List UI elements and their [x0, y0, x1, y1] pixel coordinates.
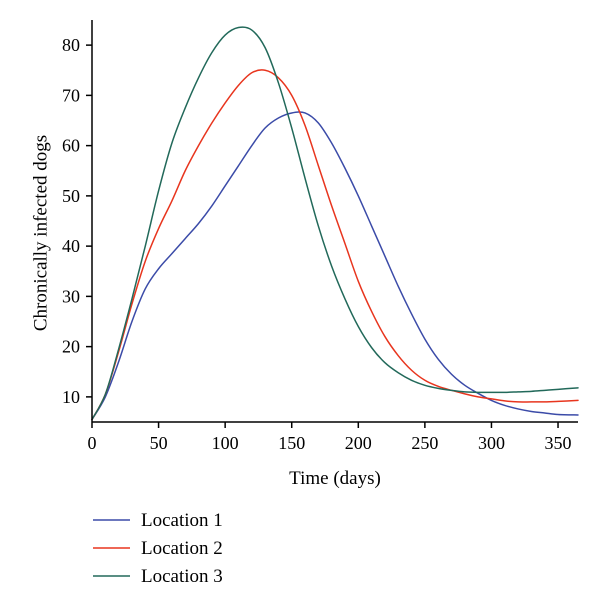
x-tick-label: 0	[88, 433, 97, 453]
x-tick-label: 200	[345, 433, 372, 453]
y-tick-label: 40	[62, 236, 80, 256]
x-axis-title: Time (days)	[289, 468, 381, 489]
x-tick-label: 250	[411, 433, 438, 453]
y-tick-label: 70	[62, 85, 80, 105]
y-axis-title: Chronically infected dogs	[31, 135, 52, 331]
series-layer	[91, 26, 579, 421]
y-tick-label: 60	[62, 136, 80, 156]
legend-label-2: Location 2	[141, 538, 223, 559]
legend: Location 1 Location 2 Location 3	[93, 510, 223, 587]
series-line-1	[91, 111, 579, 421]
x-tick-label: 300	[478, 433, 505, 453]
x-axis-ticks: 0 50 100 150 200 250 300 350	[88, 422, 572, 453]
x-tick-label: 100	[212, 433, 239, 453]
y-axis-ticks: 10 20 30 40 50 60 70 80	[62, 35, 92, 407]
y-tick-label: 30	[62, 286, 80, 306]
legend-label-3: Location 3	[141, 566, 223, 587]
legend-label-1: Location 1	[141, 510, 223, 531]
y-tick-label: 20	[62, 337, 80, 357]
y-tick-label: 50	[62, 186, 80, 206]
series-line-2	[91, 69, 579, 421]
y-tick-label: 80	[62, 35, 80, 55]
x-tick-label: 150	[278, 433, 305, 453]
y-tick-label: 10	[62, 387, 80, 407]
x-tick-label: 50	[150, 433, 168, 453]
series-line-3	[91, 26, 579, 421]
x-tick-label: 350	[545, 433, 572, 453]
